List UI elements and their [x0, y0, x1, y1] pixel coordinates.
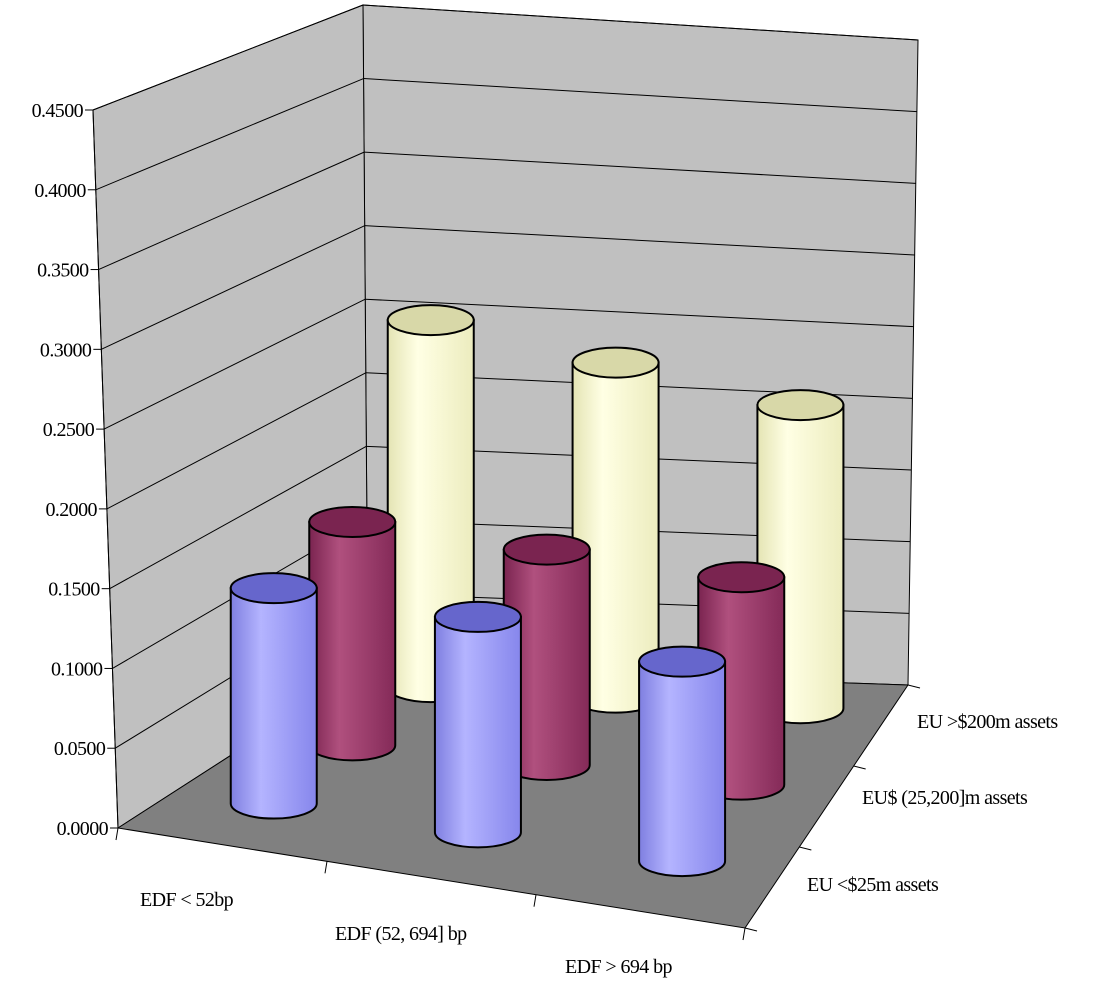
bar-body: [229, 587, 318, 820]
category-label: EDF < 52bp: [140, 889, 234, 911]
series-label: EU$ (25,200]m assets: [862, 787, 1028, 809]
category-label: EDF > 694 bp: [565, 956, 672, 978]
bar-body: [638, 660, 727, 878]
gridline-side: [101, 225, 365, 350]
gridline-side: [103, 298, 366, 430]
x-tick: [115, 827, 119, 841]
bar-body: [308, 520, 397, 762]
gridline-side: [95, 78, 364, 191]
x-tick: [533, 894, 537, 907]
y-tick-label: 0.2000: [45, 499, 97, 521]
y-tick-label: 0.1500: [48, 579, 100, 601]
y-tick-label: 0.1000: [51, 658, 103, 680]
series-label: EU >$200m assets: [917, 711, 1058, 733]
series-label: EU <$25m assets: [807, 874, 939, 896]
bar-top: [386, 304, 475, 337]
x-tick: [742, 927, 746, 941]
bar-top: [756, 389, 845, 422]
category-label: EDF (52, 694] bp: [335, 923, 467, 945]
z-tick: [907, 684, 921, 689]
gridline-side: [106, 372, 367, 510]
y-tick-label: 0.3000: [40, 339, 92, 361]
y-tick-label: 0.4000: [34, 180, 86, 202]
axes: [85, 109, 921, 941]
gridline-side: [92, 4, 364, 111]
bar-cylinder: [502, 533, 591, 781]
bar-cylinder: [638, 645, 727, 878]
gridline-back: [364, 225, 915, 256]
bar-top: [229, 572, 318, 605]
gridline-back: [365, 298, 914, 328]
y-axis-line: [92, 109, 119, 829]
y-tick-label: 0.4500: [32, 100, 84, 122]
bar-top: [638, 645, 727, 678]
z-tick: [853, 765, 866, 770]
gridline-back: [363, 78, 917, 113]
bar-top: [433, 600, 522, 633]
x-tick: [324, 861, 328, 874]
gridline-back: [362, 4, 919, 41]
z-tick: [799, 846, 812, 851]
bar-top: [571, 346, 660, 379]
bar-cylinder: [229, 572, 318, 820]
y-tick-label: 0.0500: [54, 738, 106, 760]
y-tick-label: 0.3500: [37, 260, 89, 282]
gridline-side: [109, 445, 367, 590]
gridline-side: [98, 151, 365, 271]
bar-cylinder: [433, 600, 522, 849]
y-tick-label: 0.2500: [43, 419, 95, 441]
bar-top: [502, 533, 591, 566]
axis-labels: 0.0000 0.0500 0.1000 0.1500 0.2000 0.2500 0.30…: [32, 100, 1059, 978]
bar-cylinder: [308, 505, 397, 762]
bar-top: [308, 505, 397, 538]
bar-top: [697, 561, 786, 594]
gridline-back: [364, 151, 916, 184]
bar-body: [433, 615, 522, 849]
bars: [229, 304, 845, 878]
z-tick: [744, 927, 758, 932]
y-tick-label: 0.0000: [57, 818, 109, 840]
